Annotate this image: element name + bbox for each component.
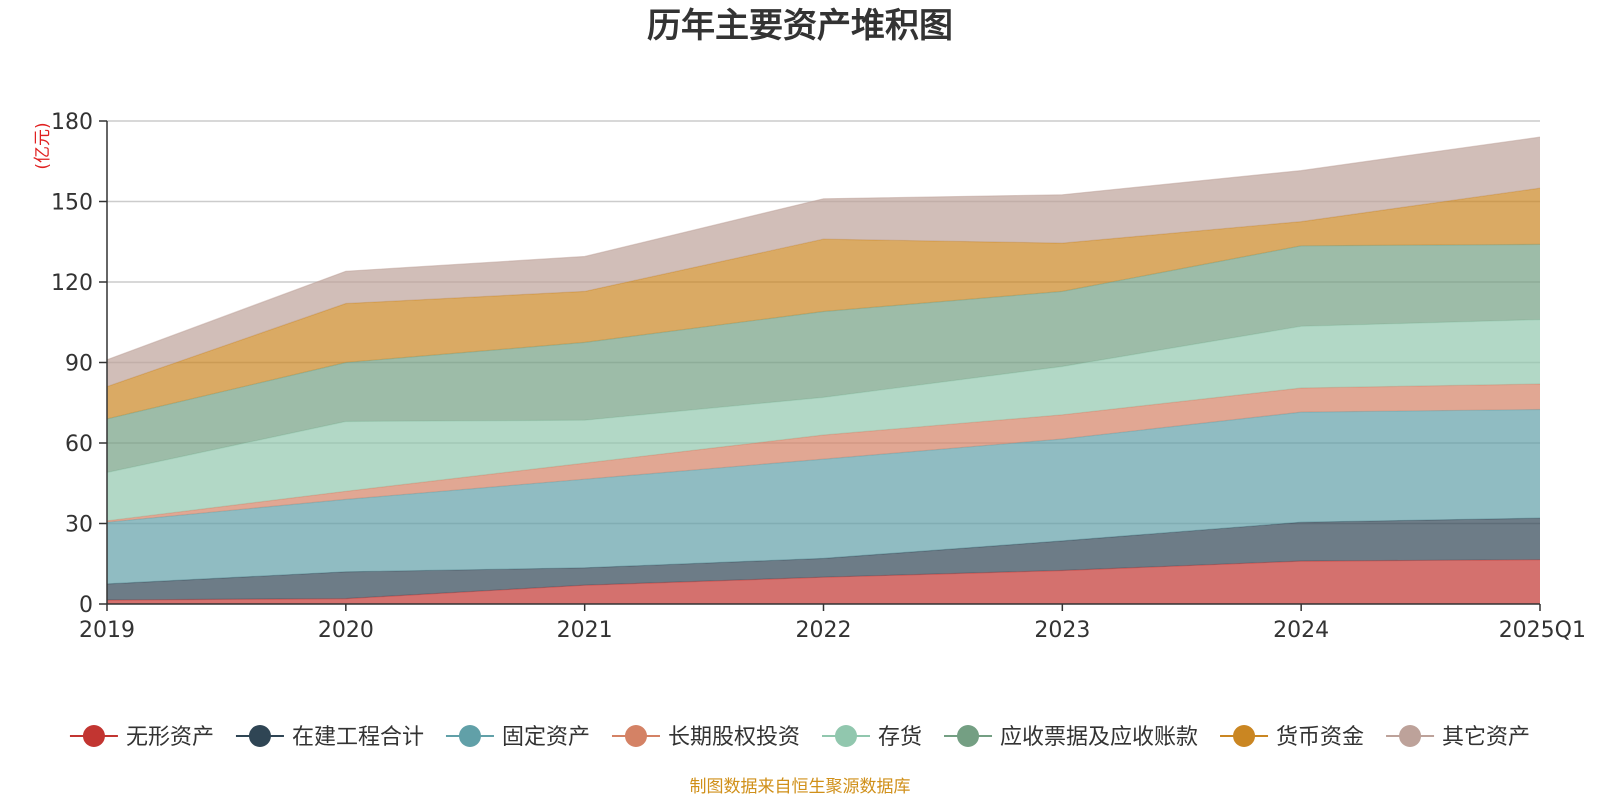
x-tick-label: 2021 bbox=[557, 618, 613, 643]
area-series-4 bbox=[107, 384, 1540, 523]
area-series-3 bbox=[107, 409, 1540, 584]
y-tick-label: 180 bbox=[51, 110, 93, 135]
legend-item-6[interactable]: 应收票据及应收账款 bbox=[944, 725, 1198, 750]
legend-item-7[interactable]: 货币资金 bbox=[1220, 725, 1364, 750]
legend-circle-icon bbox=[835, 725, 857, 747]
legend-circle-icon bbox=[624, 725, 647, 747]
legend-item-8[interactable]: 其它资产 bbox=[1386, 725, 1530, 750]
legend-circle-icon bbox=[957, 725, 980, 747]
legend-label: 固定资产 bbox=[502, 725, 590, 750]
legend-label: 在建工程合计 bbox=[292, 725, 424, 750]
legend-circle-icon bbox=[1399, 725, 1422, 747]
x-tick-label: 2024 bbox=[1273, 618, 1329, 643]
legend-label: 其它资产 bbox=[1442, 725, 1530, 750]
legend-circle-icon bbox=[458, 725, 481, 747]
area-series-layer bbox=[106, 136, 1541, 604]
y-tick-label: 120 bbox=[51, 271, 93, 296]
y-tick-label: 90 bbox=[65, 352, 93, 377]
legend-label: 无形资产 bbox=[126, 725, 214, 750]
legend-item-5[interactable]: 存货 bbox=[822, 725, 922, 750]
x-tick-label: 2025Q1 bbox=[1499, 618, 1586, 643]
legend-circle-icon bbox=[248, 725, 271, 747]
legend-item-1[interactable]: 无形资产 bbox=[69, 725, 214, 750]
legend-item-4[interactable]: 长期股权投资 bbox=[611, 725, 800, 750]
area-series-7 bbox=[107, 188, 1540, 419]
legend-label: 存货 bbox=[878, 725, 922, 750]
source-note: 制图数据来自恒生聚源数据库 bbox=[690, 777, 911, 797]
y-tick-label: 30 bbox=[65, 513, 93, 538]
legend-item-3[interactable]: 固定资产 bbox=[445, 725, 590, 750]
y-tick-label: 0 bbox=[79, 593, 93, 618]
legend-circle-icon bbox=[1233, 725, 1256, 747]
x-tick-label: 2022 bbox=[796, 618, 852, 643]
x-tick-label: 2019 bbox=[79, 618, 135, 643]
legend-label: 应收票据及应收账款 bbox=[1000, 725, 1198, 750]
legend-label: 长期股权投资 bbox=[668, 725, 800, 750]
x-tick-label: 2020 bbox=[318, 618, 374, 643]
axes: 0 30 60 90 120 150 180 2019 2020 2021 2022 2023 2024… bbox=[51, 110, 1586, 643]
y-tick-label: 150 bbox=[51, 191, 93, 216]
area-series-8 bbox=[107, 137, 1540, 387]
y-tick-label: 60 bbox=[65, 432, 93, 457]
chart-title: 历年主要资产堆积图 bbox=[647, 6, 953, 46]
area-series-edge-8 bbox=[106, 136, 1541, 361]
area-series-1 bbox=[107, 559, 1540, 604]
legend-label: 货币资金 bbox=[1276, 725, 1364, 750]
x-tick-label: 2023 bbox=[1034, 618, 1090, 643]
area-series-5 bbox=[107, 319, 1540, 521]
legend: 无形资产 在建工程合计 固定资产 长期股权投资 存货 应收票据及应收账款 货币资金 其它资产 bbox=[69, 725, 1530, 750]
y-axis-unit-label: (亿元) bbox=[33, 122, 53, 169]
legend-circle-icon bbox=[82, 725, 105, 747]
area-series-2 bbox=[107, 518, 1540, 600]
legend-item-2[interactable]: 在建工程合计 bbox=[235, 725, 424, 750]
area-series-6 bbox=[107, 244, 1540, 473]
